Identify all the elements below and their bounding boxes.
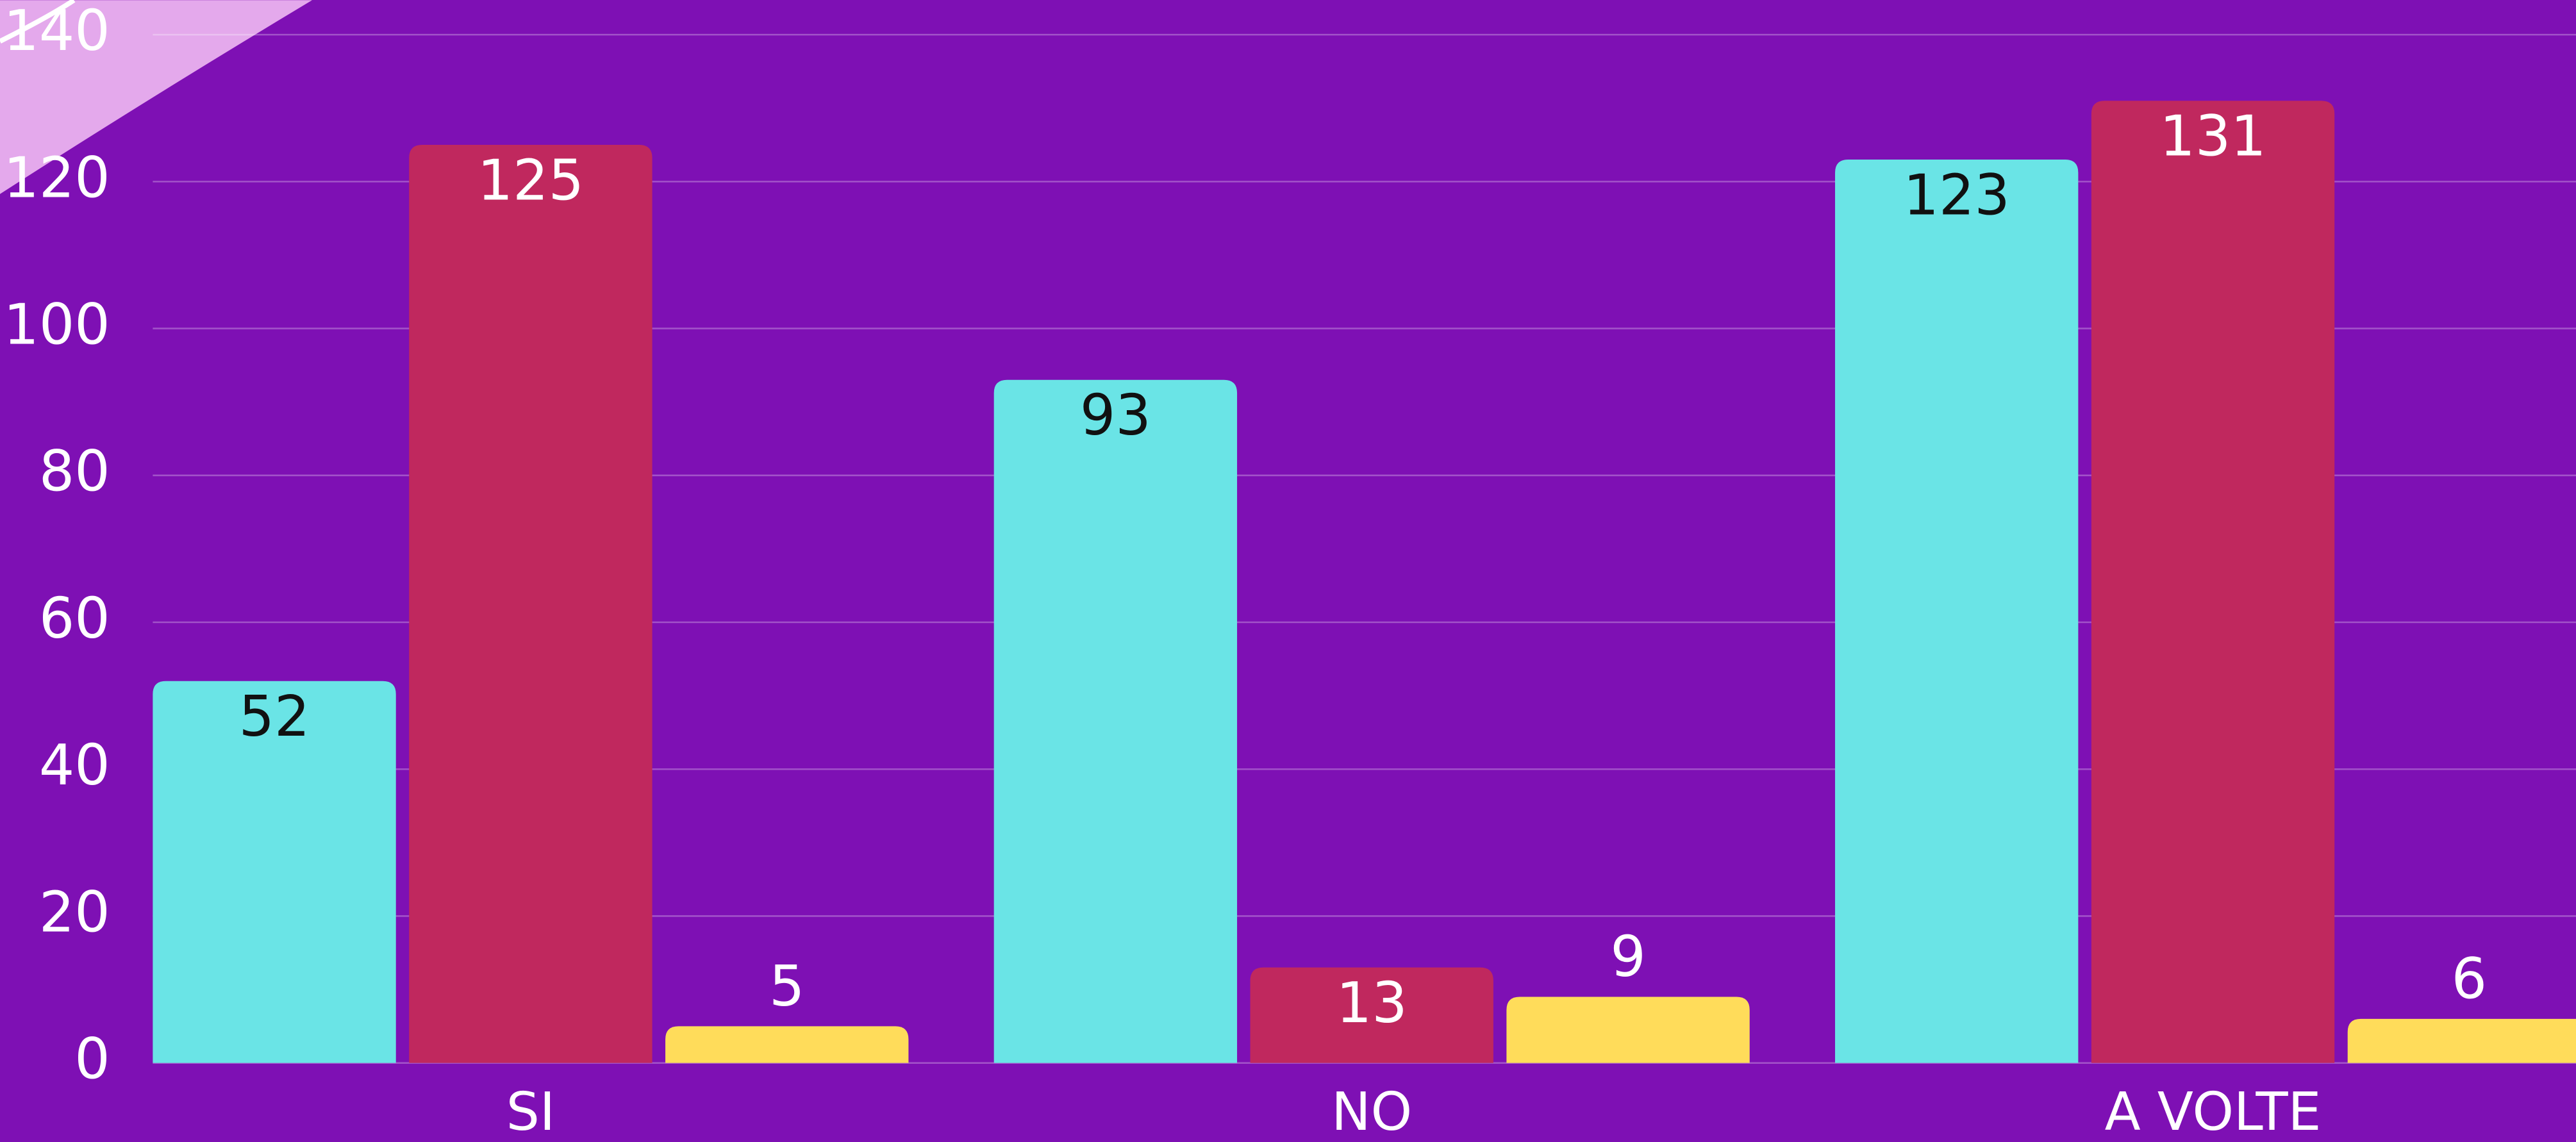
value-label: 125 bbox=[478, 147, 584, 213]
value-label: 6 bbox=[2452, 946, 2487, 1011]
bar bbox=[993, 379, 1238, 1063]
value-label: 93 bbox=[1080, 383, 1151, 448]
y-tick-label: 120 bbox=[3, 145, 110, 210]
y-tick-label: 60 bbox=[39, 586, 110, 651]
y-tick-label: 20 bbox=[39, 879, 110, 945]
value-label: 123 bbox=[1904, 162, 2010, 228]
bar bbox=[1835, 159, 2079, 1063]
decoration-arc bbox=[0, 0, 76, 44]
x-tick-label: A VOLTE bbox=[2105, 1082, 2322, 1142]
bar bbox=[153, 681, 396, 1063]
bar bbox=[665, 1026, 909, 1063]
x-tick-label: SI bbox=[506, 1082, 555, 1142]
value-label: 131 bbox=[2159, 104, 2266, 169]
bar bbox=[1250, 967, 1493, 1063]
y-tick-label: 40 bbox=[39, 732, 110, 798]
bar bbox=[1506, 997, 1750, 1063]
y-tick-label: 0 bbox=[74, 1027, 110, 1092]
value-label: 13 bbox=[1336, 970, 1408, 1036]
value-label: 9 bbox=[1610, 924, 1645, 989]
y-tick-label: 100 bbox=[3, 292, 110, 357]
bar bbox=[2347, 1018, 2576, 1063]
y-tick-label: 80 bbox=[39, 439, 110, 504]
x-tick-label: NO bbox=[1331, 1082, 1412, 1142]
value-label: 52 bbox=[239, 684, 310, 749]
value-label: 5 bbox=[769, 954, 804, 1019]
bar bbox=[409, 145, 652, 1063]
bar bbox=[2091, 101, 2335, 1063]
y-tick-label: 140 bbox=[3, 0, 110, 63]
decoration bbox=[0, 0, 312, 194]
